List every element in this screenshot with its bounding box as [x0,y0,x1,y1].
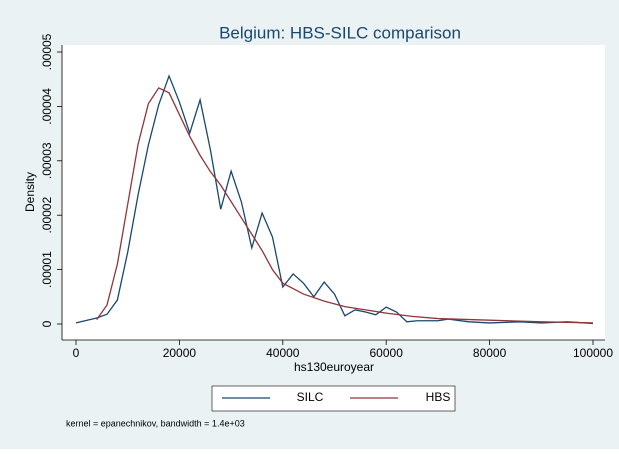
x-tick-label: 20000 [163,346,197,360]
x-axis-label: hs130euroyear [294,360,374,374]
series-line [75,74,594,325]
x-tick-label: 80000 [473,346,507,360]
note: kernel = epanechnikov, bandwidth = 1.4e+… [66,418,245,428]
y-tick-label: .00003 [40,142,54,179]
x-tick-label: 40000 [266,346,300,360]
y-tick-label: .00001 [40,251,54,288]
plot-area [62,45,605,340]
y-axis-label: Density [23,172,37,212]
legend-label: SILC [297,390,324,404]
legend-label: HBS [426,390,451,404]
y-tick-label: .00004 [40,88,54,125]
x-tick-label: 100000 [573,346,613,360]
chart-title: Belgium: HBS-SILC comparison [219,23,461,42]
x-tick-label: 60000 [370,346,404,360]
y-tick-label: .00005 [40,33,54,70]
x-tick-label: 0 [73,346,80,360]
y-tick-label: 0 [40,320,54,327]
y-tick-label: .00002 [40,197,54,234]
series-line [96,87,594,324]
